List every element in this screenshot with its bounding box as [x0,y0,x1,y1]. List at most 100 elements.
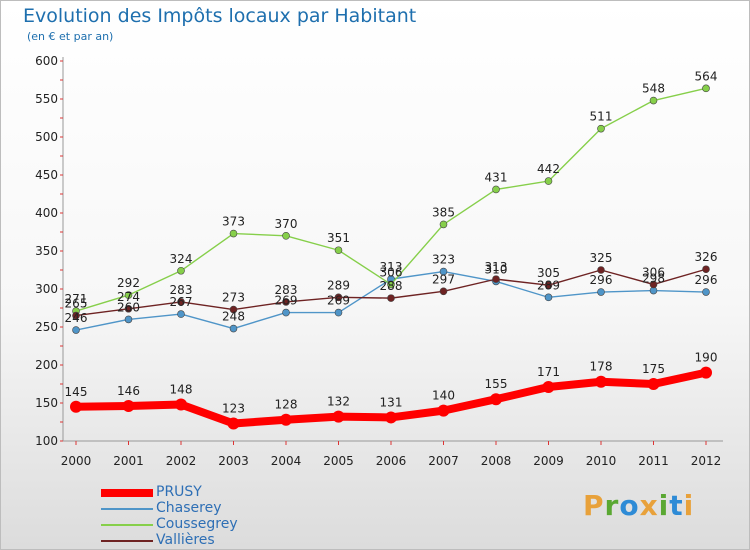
y-tick-label: 250 [35,320,58,334]
data-point [282,298,290,306]
data-label: 283 [275,283,298,297]
x-tick-label: 2001 [113,454,144,468]
data-label: 548 [642,82,665,96]
y-tick-label: 450 [35,168,58,182]
data-label: 373 [222,215,245,229]
data-point [385,411,397,424]
data-label: 564 [695,69,718,83]
data-label: 148 [170,383,193,397]
logo-letter: i [683,489,695,522]
data-point [227,417,240,430]
data-label: 175 [642,362,665,376]
data-label: 313 [485,260,508,274]
data-label: 265 [65,297,88,311]
y-tick-label: 500 [35,130,58,144]
logo-letter: o [619,489,640,522]
data-point [649,96,658,105]
x-tick-label: 2010 [586,454,617,468]
data-label: 325 [590,251,613,265]
data-label: 310 [485,262,508,276]
data-point [124,315,133,324]
data-point [334,293,343,302]
legend-swatch [101,489,153,497]
data-label: 305 [537,266,560,280]
data-label: 271 [65,292,88,306]
data-label: 132 [327,395,350,409]
data-label: 306 [642,265,665,279]
data-label: 246 [65,311,88,325]
data-point [542,381,555,394]
data-label: 269 [275,294,298,308]
data-point [334,246,343,255]
x-tick-label: 2006 [376,454,407,468]
x-tick-label: 2009 [533,454,564,468]
y-tick-label: 400 [35,206,58,220]
data-point [702,265,710,274]
line-chart: 100 150 200 250 300 350 400 450 500 550 600 2000 200… [35,54,723,468]
data-point [177,310,185,318]
data-point [437,404,450,417]
logo-letter: P [583,489,605,522]
data-label: 313 [380,260,403,274]
legend-label: Coussegrey [156,516,238,532]
data-label: 269 [327,294,350,308]
data-point [439,267,448,276]
x-tick-label: 2008 [481,454,512,468]
data-point [702,84,710,93]
legend-swatch [101,508,153,510]
data-point [229,305,238,314]
y-tick-label: 150 [35,396,58,410]
data-label: 171 [537,365,560,379]
y-tick-label: 300 [35,282,58,296]
data-label: 128 [275,398,298,412]
data-label: 145 [65,385,88,399]
data-point [229,324,238,333]
data-label: 431 [485,170,508,184]
x-tick-label: 2003 [218,454,249,468]
data-label: 289 [327,278,350,292]
legend-swatch [101,524,153,526]
data-label: 385 [432,205,455,219]
data-point [702,288,710,296]
data-label: 260 [117,300,140,314]
data-label: 146 [117,384,140,398]
data-label: 288 [380,279,403,293]
data-label: 140 [432,389,455,403]
data-label: 267 [170,295,193,309]
data-label: 511 [590,110,613,124]
data-point [280,413,292,426]
data-label: 296 [590,273,613,287]
data-label: 289 [537,278,560,292]
data-point [544,177,553,185]
y-tick-label: 100 [35,434,58,448]
data-point [595,375,607,388]
data-label: 292 [117,276,140,290]
data-label: 155 [485,377,508,391]
data-label: 248 [222,310,245,324]
data-label: 274 [117,290,140,304]
data-point [229,229,238,238]
data-label: 131 [380,395,403,409]
data-point [439,287,448,296]
data-point [439,220,448,229]
data-point [282,232,290,240]
data-label: 323 [432,253,455,267]
data-point [597,288,605,296]
chart-subtitle: (en € et par an) [27,30,114,43]
data-point [387,294,395,302]
data-point [544,281,553,290]
logo-letter: r [604,489,620,522]
data-label: 273 [222,291,245,305]
y-tick-label: 600 [35,54,58,68]
data-point [175,398,187,411]
data-point [334,308,343,317]
logo-letter: i [658,489,670,522]
data-point [597,266,605,274]
data-point [122,400,135,413]
x-tick-label: 2007 [428,454,459,468]
data-label: 296 [695,273,718,287]
x-tick-label: 2011 [638,454,669,468]
x-tick-label: 2004 [271,454,302,468]
logo-letter: x [639,489,659,522]
data-point [649,280,658,289]
